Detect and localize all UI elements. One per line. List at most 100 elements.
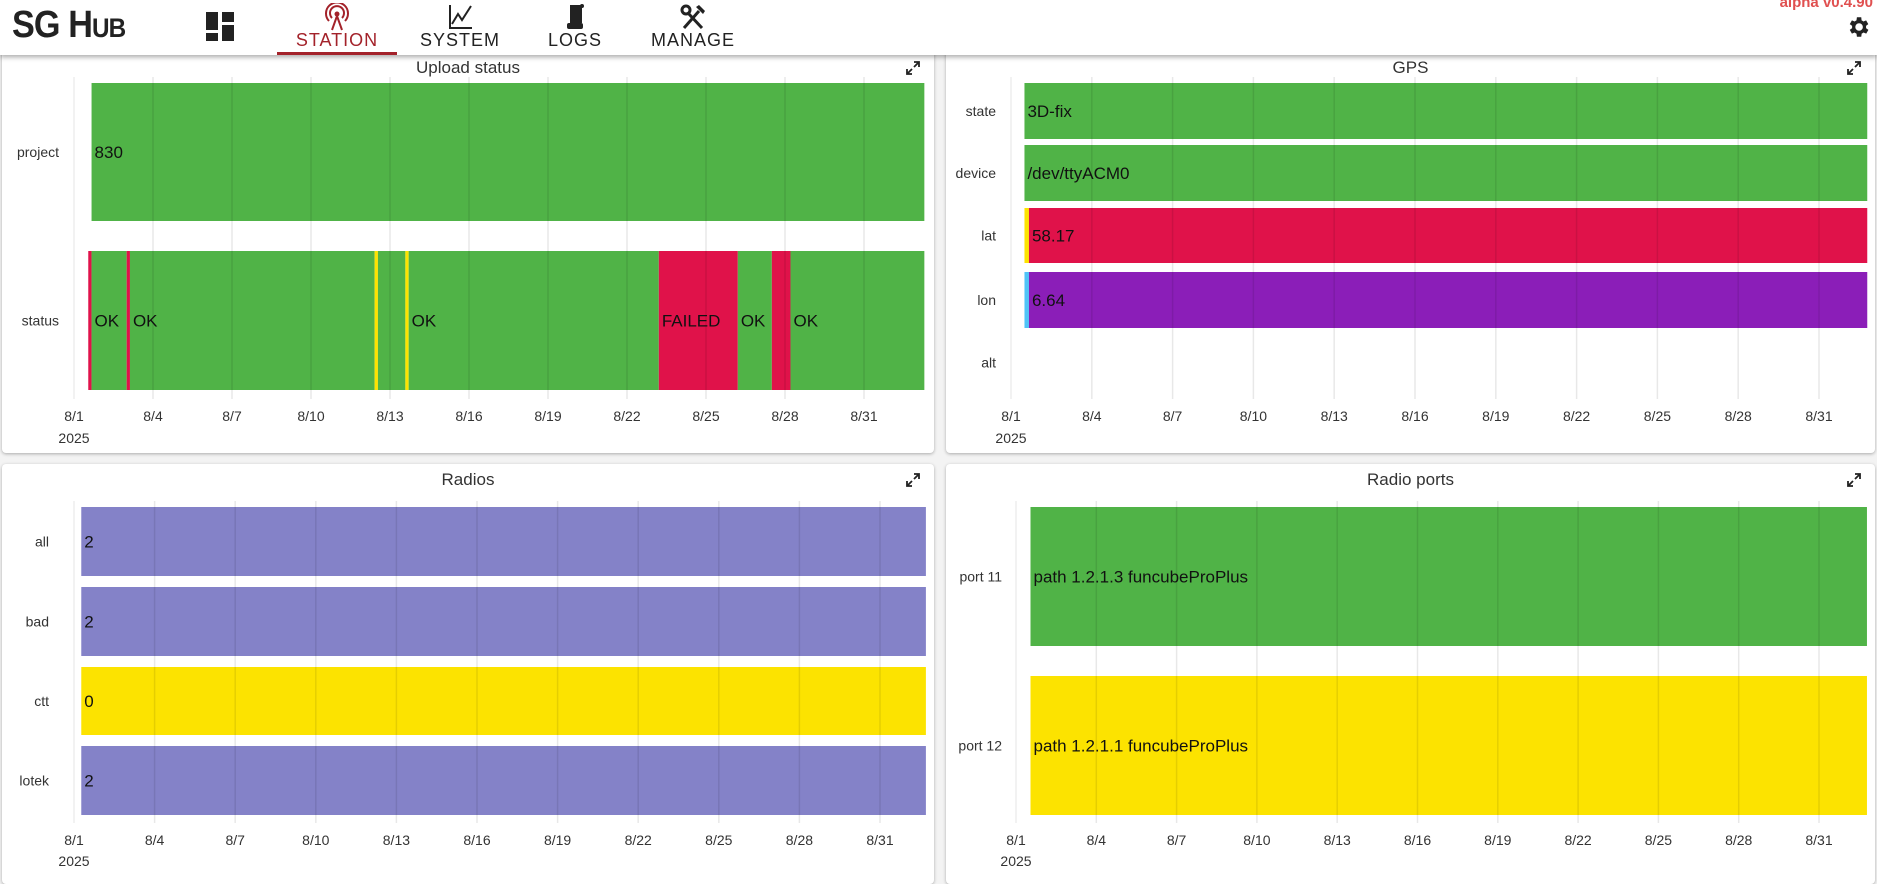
row-label: port 12 <box>958 738 1002 754</box>
timeline-segment[interactable] <box>771 251 791 390</box>
x-tick-label: 8/1 <box>64 408 84 424</box>
row-label: alt <box>981 355 996 371</box>
x-tick-label: 8/31 <box>1805 832 1832 848</box>
segment-label: path 1.2.1.3 funcubeProPlus <box>1033 568 1248 587</box>
tab-label: LOGS <box>547 30 603 50</box>
gps-chart: state device lat lon alt 8/1 8/4 8/7 8/10 8/13 8/1… <box>956 77 1868 446</box>
tab-label: SYSTEM <box>419 30 500 50</box>
x-tick-label: 8/28 <box>1725 408 1752 424</box>
expand-icon[interactable] <box>904 471 922 489</box>
timeline-segment[interactable] <box>377 251 406 390</box>
x-tick-label: 8/19 <box>1482 408 1509 424</box>
row-label: all <box>35 534 49 550</box>
timeline-segment[interactable] <box>408 251 659 390</box>
x-tick-label: 8/31 <box>1805 408 1832 424</box>
tab-system[interactable]: SYSTEM <box>410 0 510 55</box>
timeline-segment[interactable] <box>374 251 378 390</box>
tab-manage[interactable]: MANAGE <box>643 0 743 55</box>
x-tick-label: 8/31 <box>866 832 893 848</box>
timeline-segment[interactable] <box>1024 145 1868 201</box>
expand-icon[interactable] <box>1845 59 1863 77</box>
expand-icon[interactable] <box>1845 471 1863 489</box>
gear-icon[interactable] <box>1845 14 1871 40</box>
row-label: lon <box>977 292 996 308</box>
x-tick-label: 8/10 <box>1243 832 1270 848</box>
radio-ports-chart: port 11 port 12 8/1 8/4 8/7 8/10 8/13 8/16 8/19 8… <box>958 501 1867 869</box>
x-tick-label: 8/28 <box>786 832 813 848</box>
x-tick-label: 8/16 <box>455 408 482 424</box>
row-label: lotek <box>19 773 50 789</box>
radios-card: all bad ctt lotek 8/1 8/4 8/7 8/10 8/13 8/16 8/19 8… <box>2 464 934 884</box>
x-tick-label: 8/1 <box>1001 408 1021 424</box>
x-year-label: 2025 <box>1000 853 1031 869</box>
segment-label: path 1.2.1.1 funcubeProPlus <box>1033 737 1248 756</box>
segment-label: 0 <box>84 692 93 711</box>
x-tick-label: 8/19 <box>544 832 571 848</box>
timeline-segment[interactable] <box>1028 272 1868 328</box>
segment-label: FAILED <box>662 312 721 331</box>
timeline-segment[interactable] <box>91 251 127 390</box>
segment-label: 2 <box>84 772 93 791</box>
timeline-segment[interactable] <box>81 587 926 656</box>
radio-ports-card: port 11 port 12 8/1 8/4 8/7 8/10 8/13 8/16 8/19 8… <box>946 464 1875 884</box>
timeline-segment[interactable] <box>658 251 738 390</box>
timeline-segment[interactable] <box>91 83 925 221</box>
timeline-segment[interactable] <box>790 251 925 390</box>
x-tick-label: 8/4 <box>145 832 165 848</box>
x-tick-label: 8/19 <box>1484 832 1511 848</box>
segment-label: OK <box>95 312 120 331</box>
segment-label: OK <box>412 312 437 331</box>
gps-card: state device lat lon alt 8/1 8/4 8/7 8/10 8/13 8/1… <box>946 32 1875 453</box>
segment-label: OK <box>793 312 818 331</box>
timeline-segment[interactable] <box>737 251 772 390</box>
row-label: device <box>956 165 997 181</box>
x-year-label: 2025 <box>58 853 89 869</box>
app-logo[interactable]: SG Hub <box>12 4 126 46</box>
scroll-icon <box>567 4 584 29</box>
timeline-segment[interactable] <box>126 251 130 390</box>
x-tick-label: 8/31 <box>850 408 877 424</box>
x-tick-label: 8/4 <box>1087 832 1107 848</box>
x-tick-label: 8/13 <box>383 832 410 848</box>
row-label: project <box>17 144 59 160</box>
timeline-segment[interactable] <box>81 746 926 815</box>
row-label: lat <box>981 228 996 244</box>
timeline-segment[interactable] <box>129 251 375 390</box>
timeline-segment[interactable] <box>1024 83 1868 139</box>
tab-station[interactable]: STATION <box>277 0 397 55</box>
x-tick-label: 8/28 <box>1725 832 1752 848</box>
timeline-segment[interactable] <box>1030 676 1867 815</box>
x-year-label: 2025 <box>58 430 89 446</box>
tab-label: STATION <box>295 30 379 50</box>
timeline-segment[interactable] <box>88 251 92 390</box>
timeline-segment[interactable] <box>1028 208 1868 263</box>
tab-logs[interactable]: LOGS <box>535 0 615 55</box>
timeline-segment[interactable] <box>1024 208 1029 263</box>
x-tick-label: 8/22 <box>1563 408 1590 424</box>
segment-label: 3D-fix <box>1027 102 1072 121</box>
timeline-segment[interactable] <box>81 667 926 735</box>
tab-label: MANAGE <box>650 30 735 50</box>
x-tick-label: 8/13 <box>376 408 403 424</box>
radios-chart: all bad ctt lotek 8/1 8/4 8/7 8/10 8/13 8/16 8/19 8… <box>19 501 926 869</box>
timeline-segment[interactable] <box>1024 272 1029 328</box>
segment-label: 6.64 <box>1032 291 1065 310</box>
x-tick-label: 8/7 <box>222 408 242 424</box>
x-tick-label: 8/19 <box>534 408 561 424</box>
x-tick-label: 8/16 <box>1401 408 1428 424</box>
segment-label: 58.17 <box>1032 227 1075 246</box>
expand-icon[interactable] <box>904 59 922 77</box>
x-tick-label: 8/7 <box>225 832 245 848</box>
dashboard-icon[interactable] <box>204 10 236 42</box>
chart-title: Radios <box>441 470 495 489</box>
x-tick-label: 8/28 <box>771 408 798 424</box>
x-tick-label: 8/10 <box>297 408 324 424</box>
chart-title: GPS <box>1392 58 1429 77</box>
timeline-segment[interactable] <box>81 507 926 576</box>
x-tick-label: 8/1 <box>1006 832 1026 848</box>
timeline-segment[interactable] <box>405 251 409 390</box>
timeline-segment[interactable] <box>1030 507 1867 646</box>
upload-status-chart: project status 8/1 8/4 8/7 8/10 8/13 8/16 8/19 8/… <box>17 77 925 446</box>
x-tick-label: 8/10 <box>302 832 329 848</box>
x-tick-label: 8/10 <box>1240 408 1267 424</box>
